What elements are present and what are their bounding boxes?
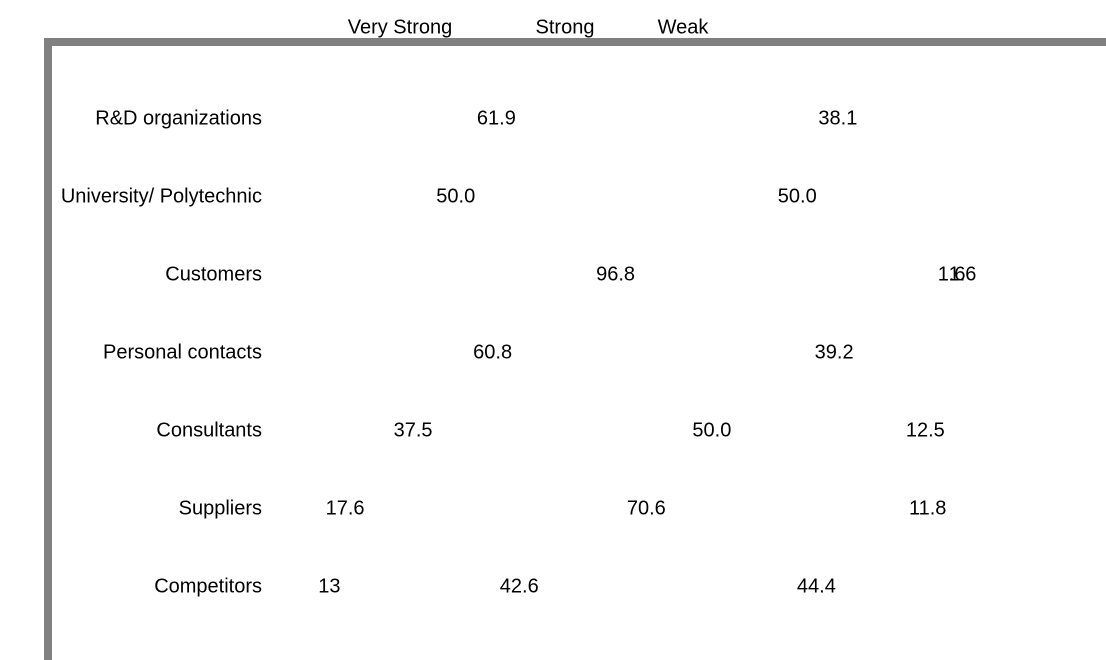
bar-segment — [707, 95, 968, 143]
data-label: 50.0 — [692, 419, 731, 441]
data-label: 12.5 — [906, 419, 945, 441]
y-tick-label: Personal contacts — [103, 341, 262, 363]
data-label: 61.9 — [477, 107, 516, 129]
bar-segment — [285, 485, 406, 533]
bar-segment — [285, 329, 701, 377]
bar-segment — [887, 485, 968, 533]
data-label: 1.6 — [938, 263, 966, 285]
y-tick-label: Consultants — [156, 419, 262, 441]
bar-segment — [946, 251, 958, 299]
data-label: 13 — [318, 575, 340, 597]
bar-segment — [626, 173, 968, 221]
bar-segment — [373, 563, 665, 611]
bar-segment — [700, 329, 968, 377]
y-tick-label: University/ Polytechnic — [61, 185, 262, 207]
legend-label: Strong — [536, 16, 595, 38]
bar-segment — [285, 563, 374, 611]
data-label: 96.8 — [596, 263, 635, 285]
data-label: 38.1 — [818, 107, 857, 129]
bar-segment — [882, 407, 968, 455]
bar-segment — [285, 407, 542, 455]
y-tick-label: Suppliers — [179, 497, 262, 519]
y-tick-label: R&D organizations — [95, 107, 262, 129]
data-label: 50.0 — [778, 185, 817, 207]
data-label: 1.6 — [949, 263, 977, 285]
bar-segment — [405, 485, 888, 533]
bar-segment — [957, 251, 968, 299]
data-label: 17.6 — [326, 497, 365, 519]
y-tick-label: Competitors — [154, 575, 262, 597]
data-label: 42.6 — [500, 575, 539, 597]
legend-label: Weak — [658, 16, 710, 38]
y-tick-label: Customers — [165, 263, 262, 285]
data-label: 60.8 — [473, 341, 512, 363]
data-label: 44.4 — [797, 575, 836, 597]
bar-segment — [285, 173, 627, 221]
bar-segment — [285, 95, 708, 143]
data-label: 39.2 — [815, 341, 854, 363]
legend-label: Very Strong — [348, 16, 453, 38]
bar-segment — [541, 407, 883, 455]
data-label: 70.6 — [627, 497, 666, 519]
bar-segment — [285, 251, 947, 299]
data-label: 37.5 — [394, 419, 433, 441]
data-label: 11.8 — [909, 497, 946, 519]
bar-segment — [664, 563, 968, 611]
data-label: 50.0 — [436, 185, 475, 207]
